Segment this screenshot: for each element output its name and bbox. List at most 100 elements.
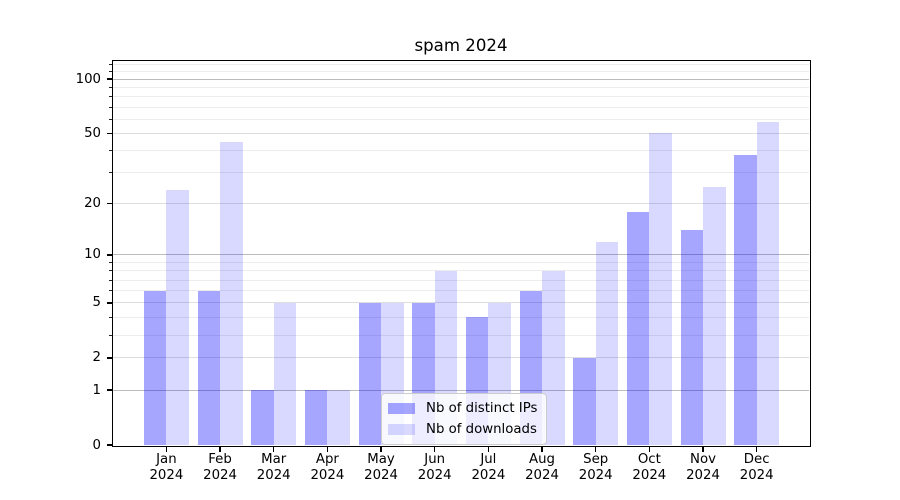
y-tick-mark-minor [108,118,112,120]
x-tick-mark [541,446,543,452]
gridline-minor [113,150,809,152]
gridline-minor [113,316,809,318]
y-tick-mark [106,444,112,446]
bar-downloads-nov [703,186,726,445]
x-tick-mark [594,446,597,452]
y-tick-mark [106,202,112,205]
bar-distinct-ips-nov [680,230,703,445]
x-tick-month: Jun [424,452,446,467]
x-tick-label-dec: Dec 2024 [725,452,789,483]
legend-swatch-downloads [388,424,415,435]
y-tick-mark-minor [108,150,112,152]
bar-downloads-mar [273,302,297,445]
x-tick-year: 2024 [310,467,345,483]
y-tick-mark [106,389,112,391]
y-tick-label: 100 [75,71,101,87]
x-tick-month: Mar [261,452,287,467]
bar-distinct-ips-oct [626,211,650,445]
y-tick-mark-minor [108,290,112,292]
bar-downloads-dec [756,121,780,445]
y-tick-label: 20 [84,196,101,212]
x-tick-mark [702,446,704,452]
gridline-minor [113,279,809,281]
gridline-major [113,302,809,304]
x-tick-month: Dec [743,452,770,467]
bar-downloads-oct [649,133,672,445]
y-tick-mark-minor [108,86,112,88]
gridline-major [113,254,809,256]
gridline-minor [113,64,809,66]
x-tick-month: May [367,452,395,467]
x-tick-month: Apr [315,452,339,467]
bar-downloads-jan [166,189,189,445]
gridline-major [113,78,809,80]
x-tick-mark [648,446,651,452]
y-tick-mark-minor [108,71,112,73]
x-tick-year: 2024 [417,467,452,483]
y-tick-mark-minor [108,279,112,281]
gridline-minor [113,96,809,98]
y-tick-mark [106,357,112,359]
plot-area [113,61,809,445]
x-tick-mark [380,446,382,452]
y-tick-mark-minor [108,64,112,66]
bar-downloads-apr [327,390,350,445]
bar-distinct-ips-feb [197,290,221,445]
y-tick-mark [106,302,112,304]
y-tick-mark-minor [108,172,112,174]
x-tick-year: 2024 [471,467,506,483]
x-tick-label-jan: Jan 2024 [134,452,198,483]
legend-swatch-distinct-ips [388,403,415,414]
y-tick-label: 10 [84,247,101,263]
gridline-minor [113,118,809,120]
x-tick-year: 2024 [149,467,184,483]
gridline-minor [113,86,809,88]
x-tick-label-oct: Oct 2024 [617,452,681,483]
gridline-minor [113,290,809,292]
x-tick-mark [273,446,275,452]
gridline-minor [113,71,809,73]
y-tick-mark-minor [108,261,112,263]
y-tick-mark-minor [108,106,112,108]
legend: Nb of distinct IPs Nb of downloads [381,393,548,445]
x-tick-label-mar: Mar 2024 [242,452,306,483]
x-tick-year: 2024 [578,467,613,483]
y-tick-label: 50 [84,125,101,141]
x-tick-month: Feb [208,452,232,467]
x-tick-label-nov: Nov 2024 [671,452,735,483]
bar-distinct-ips-apr [304,390,328,445]
y-tick-mark-minor [108,316,112,318]
x-tick-mark [487,446,490,452]
x-tick-mark [755,446,758,452]
x-tick-label-feb: Feb 2024 [188,452,252,483]
x-tick-label-jun: Jun 2024 [403,452,467,483]
gridline-major [113,203,809,205]
x-tick-label-sep: Sep 2024 [564,452,628,483]
x-tick-label-apr: Apr 2024 [295,452,359,483]
x-tick-mark [326,446,329,452]
legend-label-downloads: Nb of downloads [426,422,537,437]
y-tick-mark-minor [108,270,112,272]
gridline-major [113,357,809,359]
chart-title: spam 2024 [414,36,508,55]
y-tick-mark [106,78,112,80]
bar-downloads-feb [220,141,243,445]
x-tick-year: 2024 [686,467,720,483]
gridline-minor [113,106,809,108]
x-tick-year: 2024 [739,467,774,483]
x-tick-label-may: May 2024 [349,452,413,483]
y-tick-mark [106,132,112,134]
x-tick-year: 2024 [632,467,667,483]
x-tick-month: Nov [690,452,716,467]
bar-downloads-sep [595,241,619,445]
y-tick-mark [106,254,112,256]
y-tick-label: 5 [92,295,101,311]
x-tick-month: Sep [583,452,609,467]
x-tick-year: 2024 [203,467,237,483]
gridline-minor [113,172,809,174]
gridline-minor [113,270,809,272]
y-tick-mark-minor [108,96,112,98]
x-tick-label-jul: Jul 2024 [456,452,520,483]
x-tick-month: Oct [637,452,661,467]
